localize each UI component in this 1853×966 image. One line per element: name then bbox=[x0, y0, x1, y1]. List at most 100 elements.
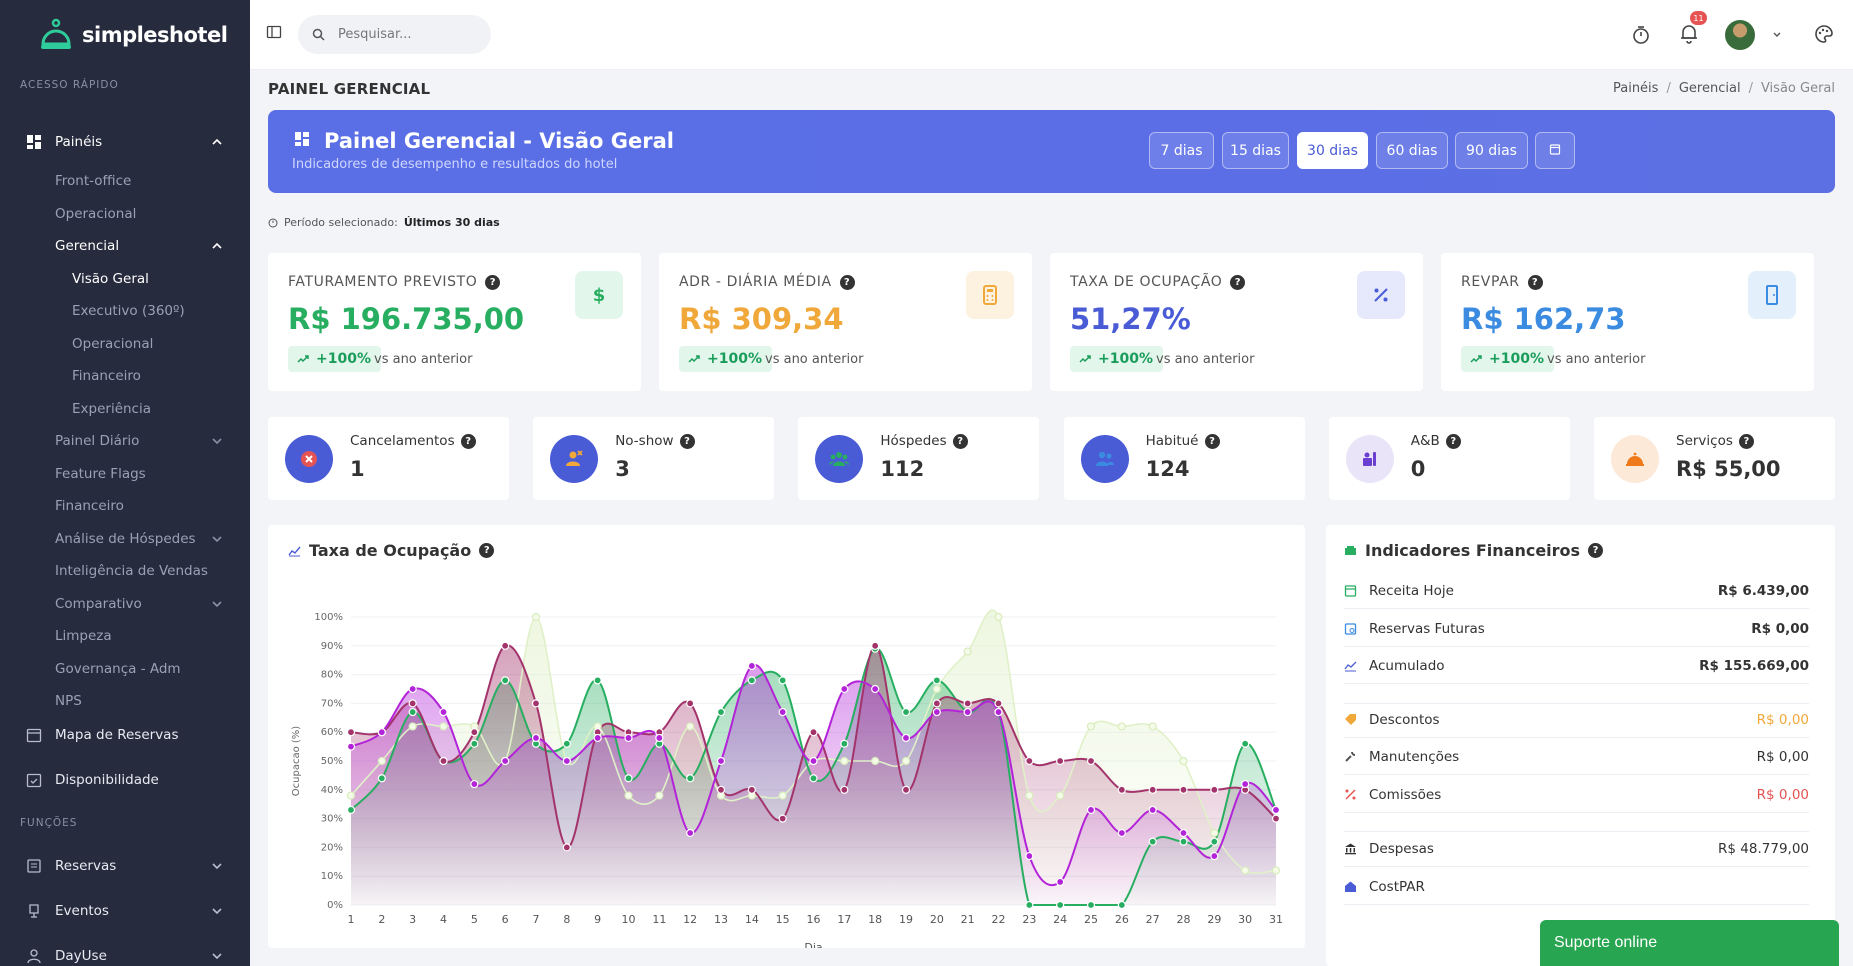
data-point-superior[interactable] bbox=[840, 684, 849, 694]
data-point-superior[interactable] bbox=[932, 707, 941, 717]
data-point-standard[interactable] bbox=[1117, 785, 1126, 794]
data-point-standard[interactable] bbox=[439, 756, 448, 766]
sidebar-item-feature-flags[interactable]: Feature Flags bbox=[0, 458, 250, 491]
brand[interactable]: simpleshotel bbox=[0, 0, 250, 70]
sidebar-item-intelig-ncia-de-vendas[interactable]: Inteligência de Vendas bbox=[0, 555, 250, 588]
sidebar-item-operacional[interactable]: Operacional bbox=[0, 198, 250, 231]
sidebar-item-an-lise-de-h-spedes[interactable]: Análise de Hóspedes bbox=[0, 523, 250, 556]
data-point-standard[interactable] bbox=[747, 785, 756, 794]
sidebar-item-painel-di-rio[interactable]: Painel Diário bbox=[0, 425, 250, 458]
help-icon[interactable]: ? bbox=[1527, 274, 1543, 290]
sidebar-item-comparativo[interactable]: Comparativo bbox=[0, 588, 250, 621]
data-point-superior[interactable] bbox=[1056, 877, 1065, 887]
avatar[interactable] bbox=[1725, 20, 1755, 50]
range-15-dias-button[interactable]: 15 dias bbox=[1222, 132, 1289, 169]
data-point-suíte[interactable] bbox=[932, 684, 941, 694]
data-point-suíte[interactable] bbox=[1210, 828, 1219, 838]
data-point-deluxe[interactable] bbox=[1241, 739, 1250, 748]
sidebar-item-eventos[interactable]: Eventos bbox=[0, 888, 250, 933]
data-point-superior[interactable] bbox=[1271, 805, 1281, 815]
data-point-suíte[interactable] bbox=[408, 722, 417, 731]
data-point-standard[interactable] bbox=[901, 785, 911, 794]
breadcrumb-paineis[interactable]: Painéis bbox=[1612, 81, 1659, 96]
sidebar-item-paineis[interactable]: Painéis bbox=[0, 120, 250, 164]
data-point-deluxe[interactable] bbox=[686, 774, 695, 783]
sidebar-item-financeiro[interactable]: Financeiro bbox=[0, 490, 250, 523]
data-point-superior[interactable] bbox=[1025, 851, 1034, 861]
range-60-dias-button[interactable]: 60 dias bbox=[1376, 132, 1448, 169]
data-point-deluxe[interactable] bbox=[593, 676, 602, 685]
data-point-standard[interactable] bbox=[1056, 756, 1065, 766]
data-point-standard[interactable] bbox=[1271, 814, 1281, 823]
data-point-deluxe[interactable] bbox=[1210, 837, 1219, 846]
data-point-deluxe[interactable] bbox=[1117, 900, 1126, 910]
data-point-suíte[interactable] bbox=[346, 791, 356, 800]
sidebar-item-nps[interactable]: NPS bbox=[0, 685, 250, 718]
data-point-standard[interactable] bbox=[840, 785, 849, 794]
data-point-superior[interactable] bbox=[747, 661, 756, 671]
data-point-suíte[interactable] bbox=[1271, 866, 1281, 875]
data-point-suíte[interactable] bbox=[1025, 791, 1034, 800]
sidebar-subitem-experi-ncia[interactable]: Experiência bbox=[0, 393, 250, 426]
sidebar-subitem-operacional[interactable]: Operacional bbox=[0, 328, 250, 361]
help-icon[interactable]: ? bbox=[839, 274, 855, 290]
data-point-suíte[interactable] bbox=[439, 722, 448, 731]
data-point-standard[interactable] bbox=[1025, 756, 1034, 766]
data-point-standard[interactable] bbox=[470, 728, 479, 737]
help-icon[interactable]: ? bbox=[1230, 274, 1246, 290]
data-point-suíte[interactable] bbox=[686, 722, 695, 731]
data-point-suíte[interactable] bbox=[655, 791, 664, 800]
data-point-standard[interactable] bbox=[994, 699, 1003, 708]
data-point-suíte[interactable] bbox=[624, 791, 633, 800]
data-point-superior[interactable] bbox=[963, 707, 972, 717]
data-point-deluxe[interactable] bbox=[1179, 837, 1188, 846]
sidebar-item-mapa-reservas[interactable]: Mapa de Reservas bbox=[0, 712, 250, 757]
data-point-standard[interactable] bbox=[1179, 785, 1188, 794]
data-point-standard[interactable] bbox=[716, 785, 726, 794]
data-point-superior[interactable] bbox=[1241, 779, 1250, 789]
help-icon[interactable]: ? bbox=[1738, 433, 1754, 449]
range-30-dias-button[interactable]: 30 dias bbox=[1297, 132, 1368, 169]
data-point-deluxe[interactable] bbox=[470, 739, 479, 748]
data-point-deluxe[interactable] bbox=[778, 676, 787, 685]
data-point-suíte[interactable] bbox=[531, 612, 541, 622]
data-point-deluxe[interactable] bbox=[840, 739, 849, 748]
help-icon[interactable]: ? bbox=[485, 274, 501, 290]
search-box[interactable] bbox=[298, 15, 491, 54]
data-point-standard[interactable] bbox=[809, 728, 818, 737]
data-point-superior[interactable] bbox=[346, 742, 356, 751]
data-point-suíte[interactable] bbox=[1117, 722, 1126, 731]
data-point-standard[interactable] bbox=[531, 699, 541, 708]
data-point-superior[interactable] bbox=[593, 733, 602, 743]
data-point-deluxe[interactable] bbox=[562, 739, 571, 748]
data-point-deluxe[interactable] bbox=[346, 805, 356, 815]
data-point-superior[interactable] bbox=[716, 756, 726, 766]
sidebar-subitem-executivo-360-[interactable]: Executivo (360º) bbox=[0, 295, 250, 328]
data-point-deluxe[interactable] bbox=[1025, 900, 1034, 910]
data-point-deluxe[interactable] bbox=[901, 707, 911, 717]
data-point-suíte[interactable] bbox=[1056, 791, 1065, 800]
data-point-superior[interactable] bbox=[439, 707, 448, 717]
data-point-standard[interactable] bbox=[1210, 785, 1219, 794]
data-point-standard[interactable] bbox=[871, 641, 880, 650]
data-point-deluxe[interactable] bbox=[932, 676, 941, 685]
data-point-suíte[interactable] bbox=[377, 756, 386, 766]
data-point-deluxe[interactable] bbox=[1148, 837, 1157, 846]
chevron-down-icon[interactable] bbox=[1772, 30, 1782, 40]
data-point-superior[interactable] bbox=[1210, 851, 1219, 861]
help-icon[interactable]: ? bbox=[952, 433, 968, 449]
data-point-deluxe[interactable] bbox=[1056, 900, 1065, 910]
data-point-standard[interactable] bbox=[686, 699, 695, 708]
timer-icon[interactable] bbox=[1630, 24, 1652, 46]
help-icon[interactable]: ? bbox=[1588, 543, 1604, 558]
help-icon[interactable]: ? bbox=[1204, 433, 1220, 449]
help-icon[interactable]: ? bbox=[479, 543, 495, 558]
data-point-suíte[interactable] bbox=[1148, 722, 1157, 731]
data-point-standard[interactable] bbox=[501, 641, 510, 650]
data-point-standard[interactable] bbox=[778, 814, 787, 823]
range-90-dias-button[interactable]: 90 dias bbox=[1455, 132, 1528, 169]
help-icon[interactable]: ? bbox=[1445, 433, 1461, 449]
notification-bell-icon[interactable] bbox=[1678, 22, 1700, 44]
data-point-suíte[interactable] bbox=[840, 756, 849, 766]
data-point-deluxe[interactable] bbox=[377, 774, 386, 783]
